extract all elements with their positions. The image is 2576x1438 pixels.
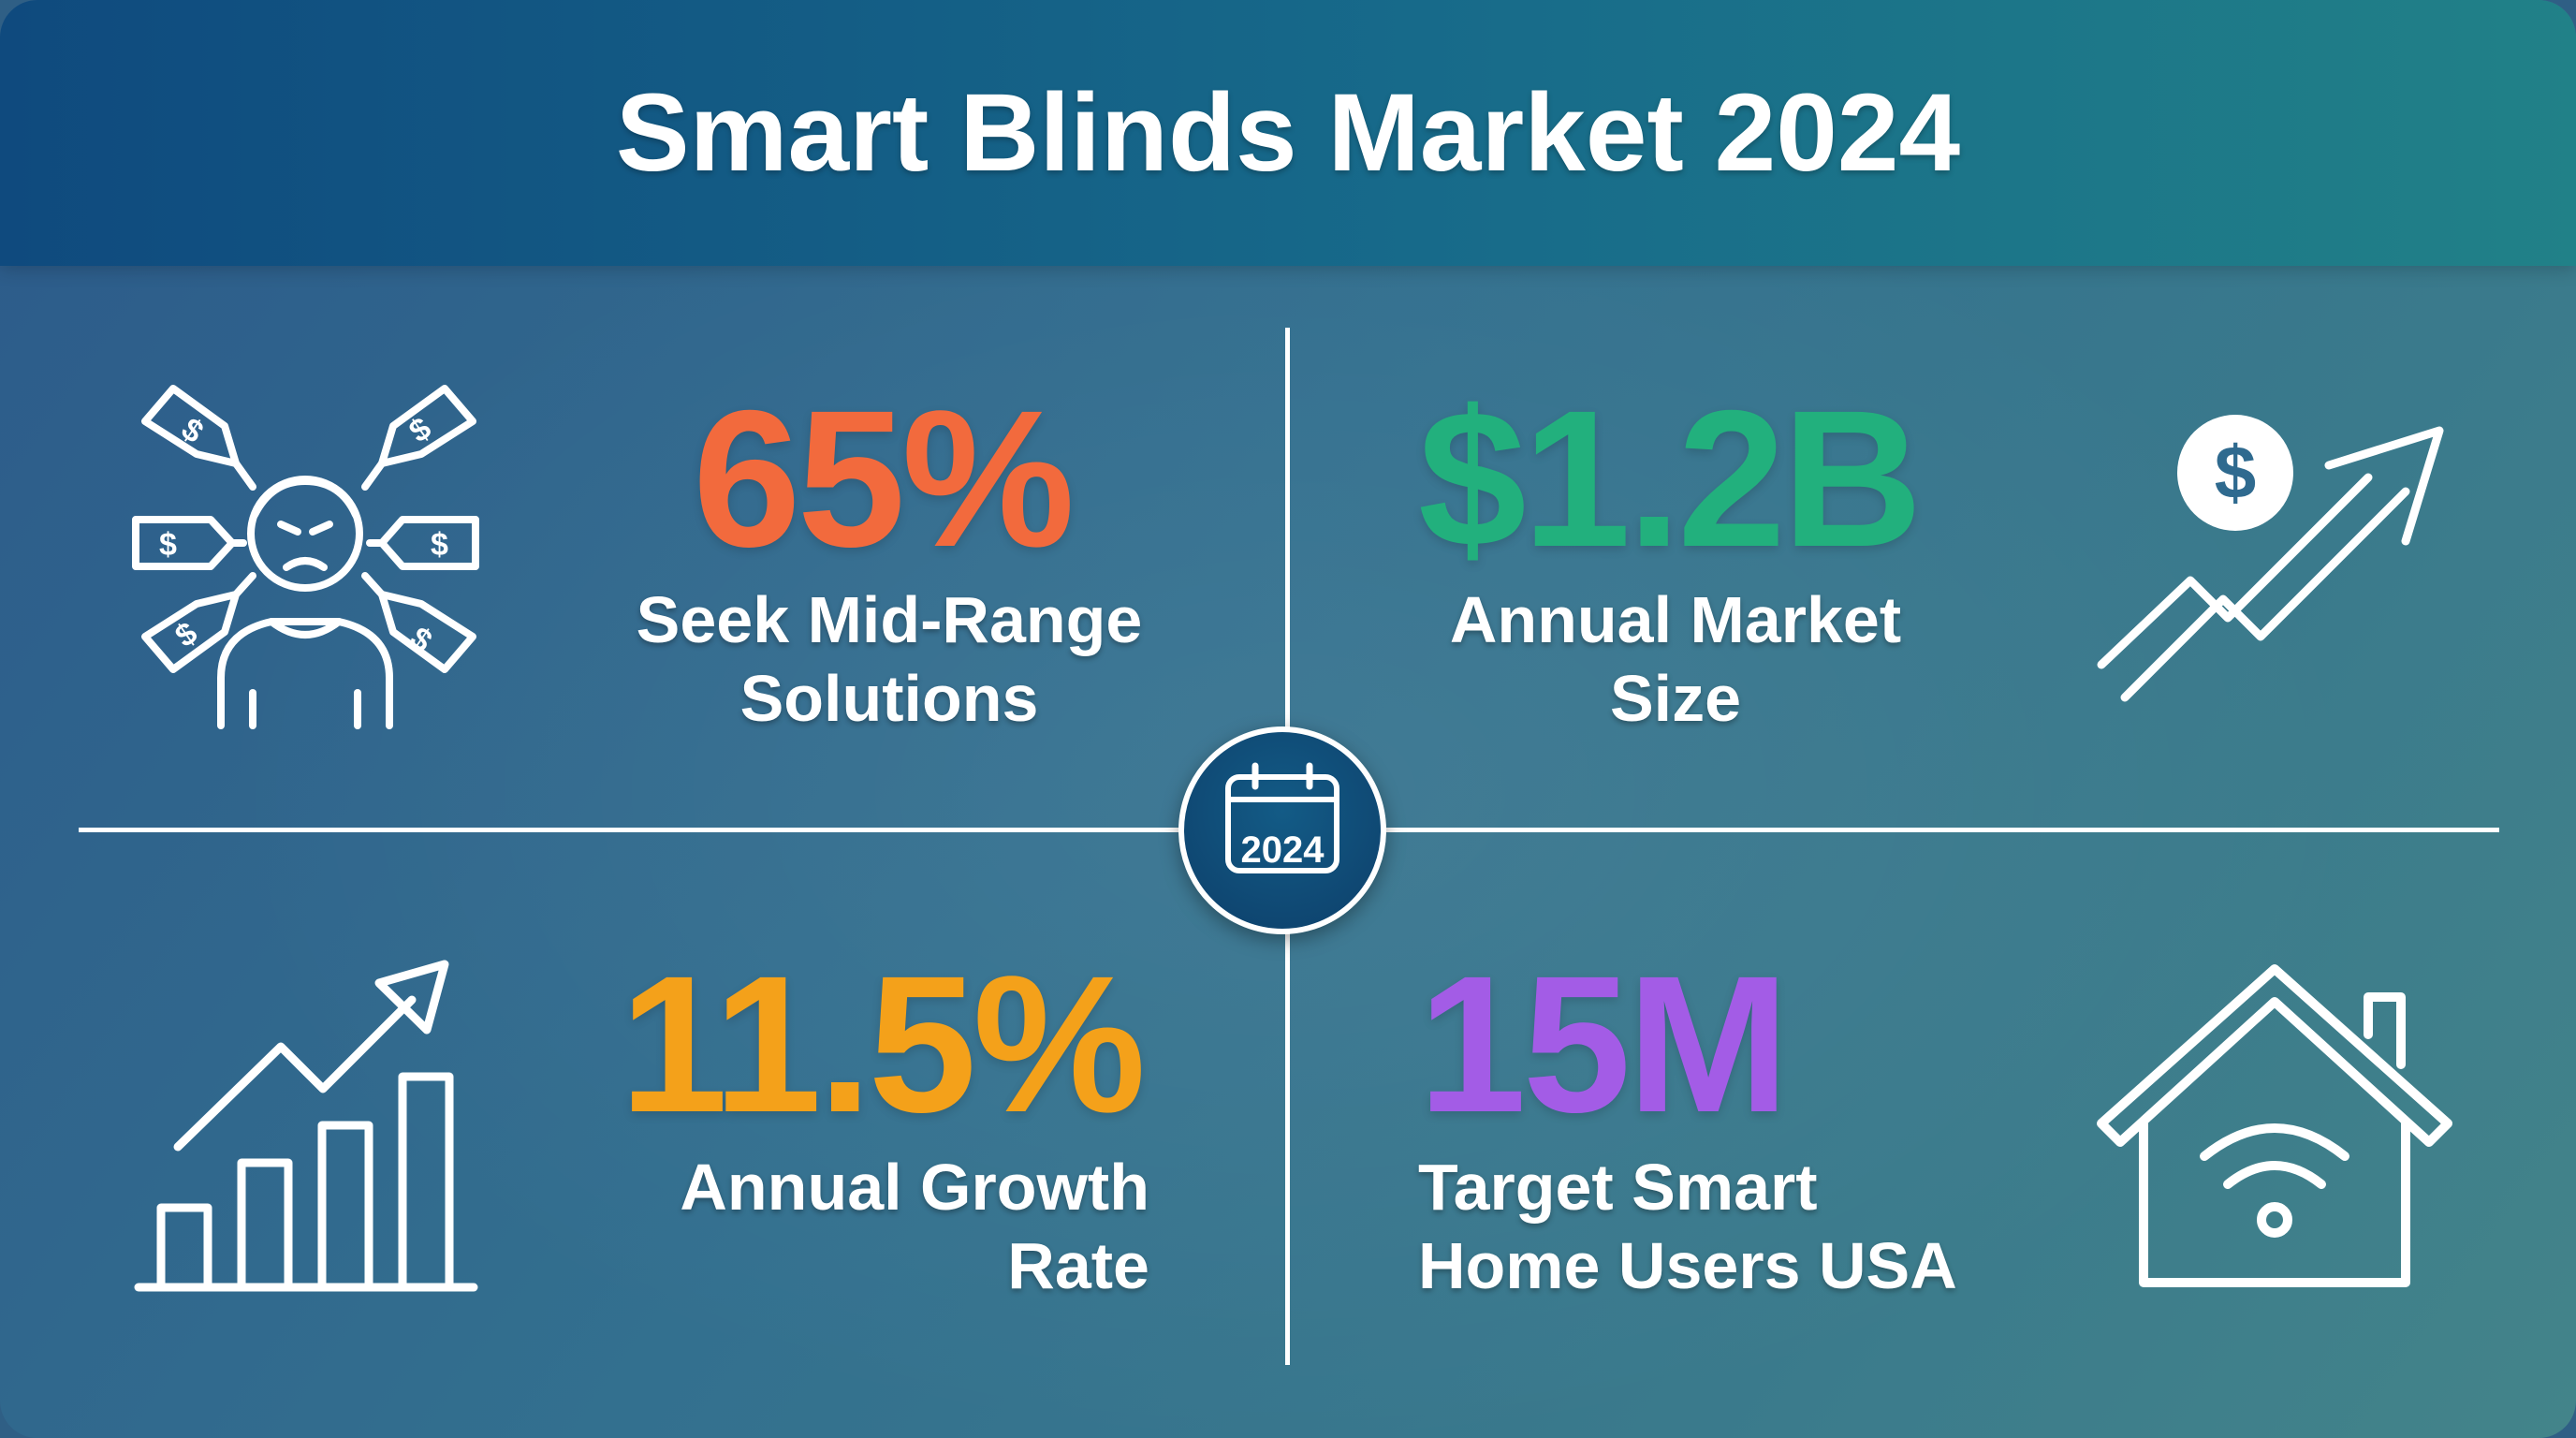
smart-home-wifi-icon [2087, 960, 2462, 1297]
market-size-label: Annual Market Size [1449, 583, 1902, 735]
year-badge: 2024 [1178, 726, 1386, 934]
page-title: Smart Blinds Market 2024 [615, 71, 1961, 195]
growth-rate-label: Annual Growth Rate [680, 1151, 1149, 1302]
header-bar [0, 0, 2576, 266]
badge-year: 2024 [1240, 829, 1325, 871]
market-size-value: $1.2B [1418, 371, 1923, 588]
frustrated-person-price-tags-icon: $ $ $ $ $ $ [131, 384, 487, 740]
mid-range-value: 65% [693, 371, 1075, 588]
target-users-label: Target Smart Home Users USA [1418, 1151, 1957, 1302]
growth-rate-value: 11.5% [620, 936, 1146, 1153]
bar-chart-growth-icon [131, 955, 487, 1301]
svg-text:$: $ [159, 527, 177, 563]
target-users-value: 15M [1418, 936, 1790, 1153]
calendar-icon [1225, 762, 1339, 873]
dollar-growth-arrow-icon: $ [2087, 412, 2462, 721]
svg-text:$: $ [431, 527, 448, 563]
svg-text:$: $ [2215, 431, 2257, 514]
mid-range-label: Seek Mid-Range Solutions [636, 583, 1143, 735]
